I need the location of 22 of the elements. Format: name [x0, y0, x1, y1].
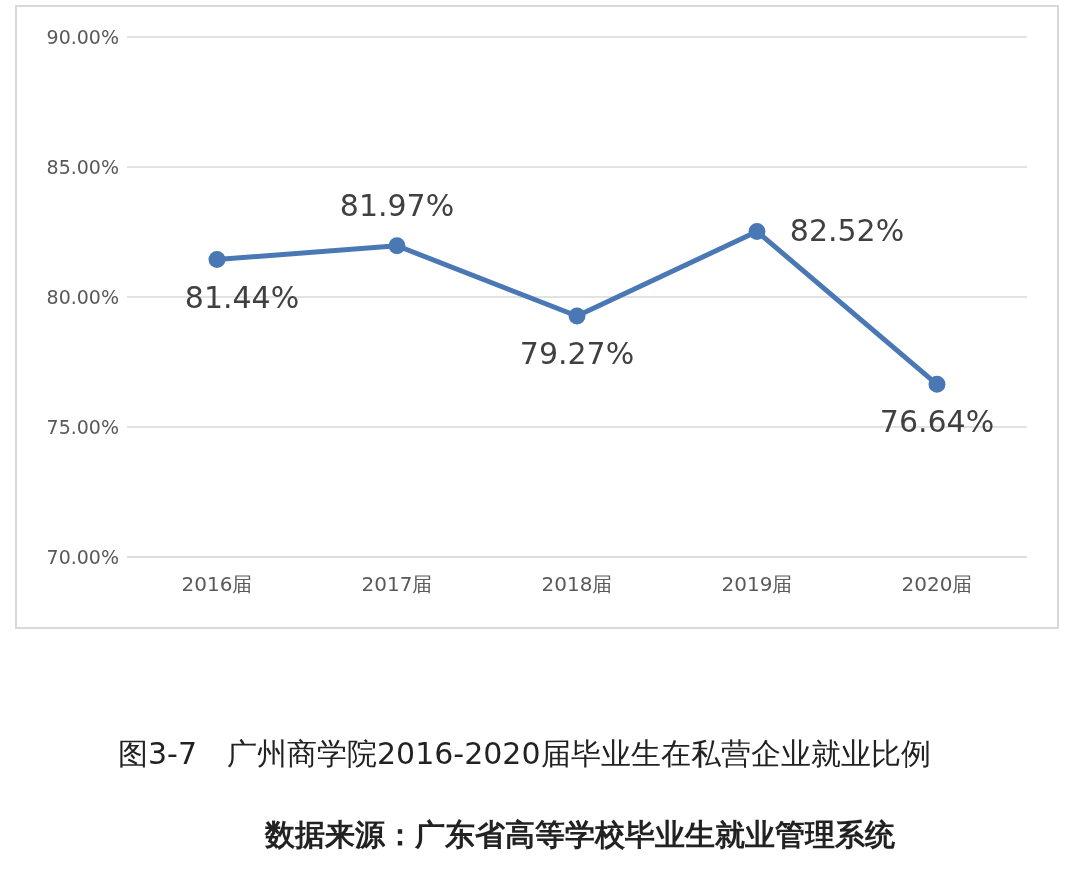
source-note: 数据来源：广东省高等学校毕业生就业管理系统 — [263, 816, 896, 854]
data-label: 76.64% — [879, 404, 995, 440]
data-label: 82.52% — [789, 213, 905, 249]
x-tick-label: 2019届 — [721, 572, 793, 597]
data-label: 81.44% — [184, 279, 300, 315]
y-tick-label: 90.00% — [46, 25, 119, 48]
point — [748, 222, 766, 240]
y-tick-label: 75.00% — [46, 415, 119, 438]
point — [388, 237, 406, 255]
y-tick-label: 70.00% — [46, 545, 119, 568]
x-tick-label: 2018届 — [541, 572, 613, 597]
point — [928, 375, 946, 393]
x-tick-label: 2017届 — [361, 572, 433, 597]
point — [568, 307, 586, 325]
data-label: 79.27% — [519, 335, 635, 371]
point — [208, 251, 226, 269]
y-tick-label: 85.00% — [46, 155, 119, 178]
y-tick-label: 80.00% — [46, 285, 119, 308]
data-label: 81.97% — [339, 187, 455, 223]
x-tick-label: 2020届 — [901, 572, 973, 597]
text: 图3-7 广州商学院2016-2020届毕业生在私营企业就业比例 — [118, 735, 932, 773]
x-tick-label: 2016届 — [181, 572, 253, 597]
